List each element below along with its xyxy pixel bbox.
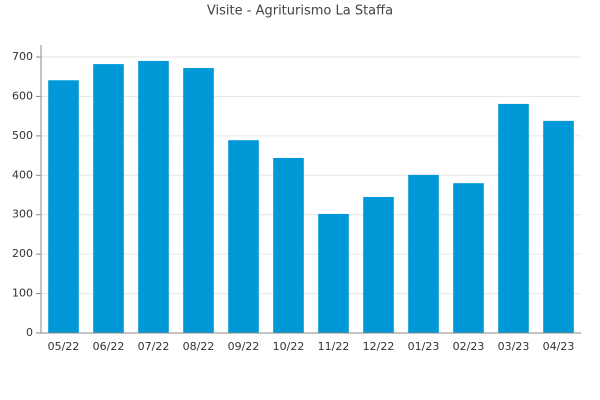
y-tick-label: 700 — [12, 50, 33, 63]
x-tick-label: 06/22 — [93, 340, 125, 353]
bar — [543, 120, 574, 333]
bar — [273, 157, 304, 333]
y-tick-label: 300 — [12, 208, 33, 221]
x-tick-label: 04/23 — [543, 340, 575, 353]
x-tick-label: 11/22 — [318, 340, 350, 353]
x-tick-label: 05/22 — [48, 340, 80, 353]
bar — [48, 80, 79, 334]
bar — [318, 213, 349, 333]
x-tick-label: 07/22 — [138, 340, 170, 353]
y-tick-label: 600 — [12, 89, 33, 102]
bar — [363, 196, 394, 333]
x-tick-label: 01/23 — [408, 340, 440, 353]
bar — [498, 103, 529, 333]
bar — [138, 60, 169, 333]
x-tick-label: 10/22 — [273, 340, 305, 353]
bar — [228, 140, 259, 333]
x-tick-label: 02/23 — [453, 340, 485, 353]
bar — [183, 68, 214, 333]
x-tick-label: 09/22 — [228, 340, 260, 353]
y-tick-label: 0 — [26, 326, 33, 339]
chart-title: Visite - Agriturismo La Staffa — [207, 4, 393, 19]
x-tick-label: 12/22 — [363, 340, 395, 353]
y-tick-label: 400 — [12, 168, 33, 181]
bar — [93, 64, 124, 334]
bar — [453, 183, 484, 333]
y-tick-label: 100 — [12, 287, 33, 300]
y-tick-label: 500 — [12, 129, 33, 142]
y-tick-label: 200 — [12, 247, 33, 260]
x-tick-label: 03/23 — [498, 340, 530, 353]
x-tick-label: 08/22 — [183, 340, 215, 353]
bar — [408, 174, 439, 333]
